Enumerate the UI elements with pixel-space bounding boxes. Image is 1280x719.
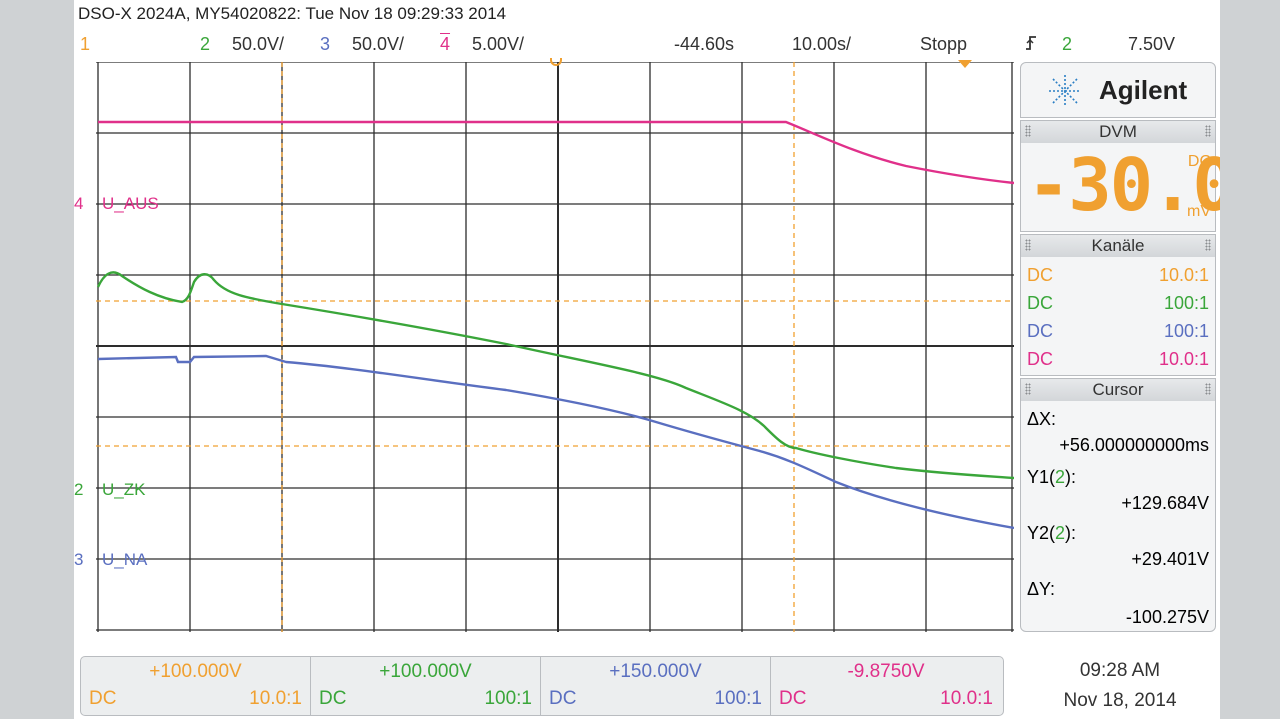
run-state[interactable]: Stopp (920, 34, 968, 54)
channel-offset-bar: +100.000V DC 10.0:1 +100.000V DC 100:1 +… (80, 656, 1004, 716)
cursor-dy-label: ΔY: (1027, 579, 1056, 599)
ch4-indicator[interactable]: 4 (440, 34, 451, 54)
ch3-coupling: DC (549, 688, 577, 709)
ch2-offset: +100.000V (379, 661, 472, 682)
cursor-title: Cursor (1021, 379, 1215, 401)
cursor-panel[interactable]: Cursor ΔX: +56.000000000ms Y1(2): +129.6… (1020, 378, 1216, 632)
channels-panel[interactable]: Kanäle DC 10.0:1 DC 100:1 DC 100:1 DC 10.0:1 (1020, 234, 1216, 376)
channel-row-3[interactable]: DC 100:1 (1027, 321, 1209, 341)
cursor-y1-label: Y1(2): (1027, 467, 1077, 487)
ch2-trace-label: U_ZK (102, 480, 146, 499)
ch2-offset-cell[interactable]: +100.000V DC 100:1 (311, 657, 541, 715)
timebase[interactable]: 10.00s/ (792, 34, 852, 54)
dvm-panel[interactable]: DVM -30.0 DC mV (1020, 120, 1220, 232)
clock-time: 09:28 AM (1079, 660, 1161, 681)
ch4-coupling: DC (779, 688, 807, 709)
ch3-ground-marker[interactable]: 3 (74, 550, 84, 569)
cursor-y2-value: +29.401V (1131, 549, 1209, 569)
ch4-scale[interactable]: 5.00V/ (472, 34, 525, 54)
ch3-scale[interactable]: 50.0V/ (352, 34, 405, 54)
ch1-coupling: DC (89, 688, 117, 709)
ch4-offset: -9.8750V (847, 661, 925, 682)
channel-row-2[interactable]: DC 100:1 (1027, 293, 1209, 313)
brand-name: Agilent (1099, 75, 1188, 105)
agilent-spark-icon (1045, 73, 1085, 114)
trigger-source[interactable]: 2 (1062, 34, 1073, 54)
cursor-lines (96, 62, 1014, 632)
delay-marker (958, 60, 972, 68)
clock-date: Nov 18, 2014 (1063, 690, 1177, 711)
trace-ch2-u-zk (96, 271, 1014, 480)
ch1-indicator[interactable]: 1 (80, 34, 91, 54)
trigger-edge-icon (1024, 33, 1038, 58)
ch3-offset-cell[interactable]: +150.000V DC 100:1 (541, 657, 771, 715)
center-ticks (96, 62, 1014, 632)
ch4-ground-marker[interactable]: 4 (74, 194, 84, 213)
waveform-display[interactable] (96, 62, 1014, 632)
ch3-offset: +150.000V (609, 661, 702, 682)
ch4-offset-cell[interactable]: -9.8750V DC 10.0:1 (771, 657, 1001, 715)
brand-panel: Agilent (1020, 62, 1216, 118)
channel-row-1[interactable]: DC 10.0:1 (1027, 265, 1209, 285)
ch1-offset-cell[interactable]: +100.000V DC 10.0:1 (81, 657, 311, 715)
dvm-title: DVM (1021, 121, 1215, 143)
trigger-level[interactable]: 7.50V (1128, 34, 1176, 54)
cursor-y2-label: Y2(2): (1027, 523, 1077, 543)
ch4-trace-label: U_AUS (102, 194, 159, 213)
instrument-title: DSO-X 2024A, MY54020822: Tue Nov 18 09:2… (78, 4, 507, 23)
trace-ch3-u-na (97, 354, 1014, 530)
ch1-offset: +100.000V (149, 661, 242, 682)
ch2-coupling: DC (319, 688, 347, 709)
ch3-trace-label: U_NA (102, 550, 148, 569)
ch3-probe-ratio: 100:1 (714, 688, 762, 709)
ch2-probe-ratio: 100:1 (484, 688, 532, 709)
ch3-indicator[interactable]: 3 (320, 34, 331, 54)
horizontal-delay[interactable]: -44.60s (674, 34, 735, 54)
cursor-dx-value: +56.000000000ms (1059, 435, 1209, 455)
channels-title: Kanäle (1021, 235, 1215, 257)
ch4-probe-ratio: 10.0:1 (940, 688, 993, 709)
ch2-ground-marker[interactable]: 2 (74, 480, 84, 499)
channel-row-4[interactable]: DC 10.0:1 (1027, 349, 1209, 369)
dvm-coupling: DC (1187, 153, 1211, 170)
trace-ch4-u-aus (98, 120, 1014, 185)
cursor-y1-value: +129.684V (1121, 493, 1209, 513)
ch2-indicator[interactable]: 2 (200, 34, 211, 54)
ch1-probe-ratio: 10.0:1 (249, 688, 302, 709)
oscilloscope-screen: DSO-X 2024A, MY54020822: Tue Nov 18 09:2… (74, 0, 1220, 719)
ch2-scale[interactable]: 50.0V/ (232, 34, 285, 54)
dvm-reading: -30.0 (1027, 143, 1220, 227)
cursor-dx-label: ΔX: (1027, 409, 1057, 429)
cursor-dy-value: -100.275V (1125, 607, 1209, 627)
dvm-unit: mV (1187, 203, 1211, 220)
trigger-position-marker (550, 58, 562, 66)
